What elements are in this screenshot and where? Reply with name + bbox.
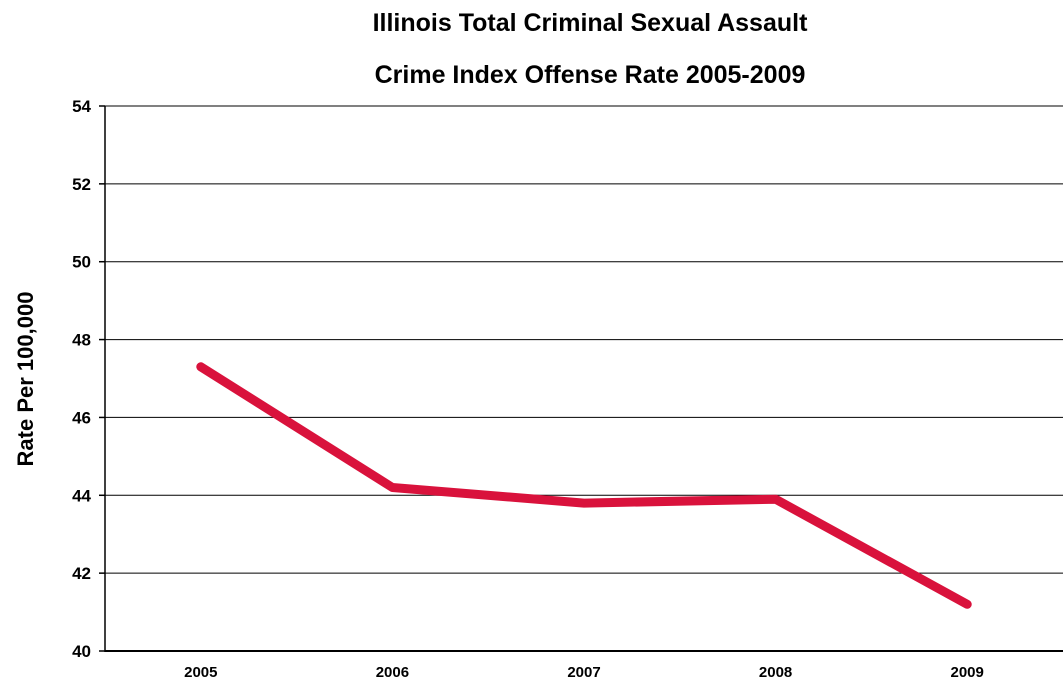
- y-tick-label: 54: [72, 97, 91, 116]
- x-tick-label: 2005: [184, 664, 217, 681]
- gridlines: [105, 105, 1063, 574]
- y-tick-label: 50: [72, 253, 91, 272]
- x-tick-label: 2007: [567, 664, 600, 681]
- chart-title-line-1: Illinois Total Criminal Sexual Assault: [372, 9, 808, 37]
- y-tick-labels: 40 42 44 46 48 50 52 54: [72, 97, 91, 661]
- x-tick-labels: 2005 2006 2007 2008 2009: [184, 664, 984, 681]
- y-tick-label: 48: [72, 331, 91, 350]
- y-tick-label: 52: [72, 175, 91, 194]
- chart-title-line-2: Crime Index Offense Rate 2005-2009: [374, 61, 806, 89]
- y-tick-label: 40: [72, 642, 91, 661]
- y-tick-label: 46: [72, 408, 91, 427]
- y-tick-label: 44: [72, 486, 91, 505]
- x-tick-label: 2006: [376, 664, 409, 681]
- x-tick-label: 2008: [759, 664, 792, 681]
- axes: [99, 105, 1063, 652]
- x-tick-label: 2009: [951, 664, 984, 681]
- y-tick-label: 42: [72, 564, 91, 583]
- series-layer: [196, 362, 972, 609]
- series-line: [196, 362, 972, 609]
